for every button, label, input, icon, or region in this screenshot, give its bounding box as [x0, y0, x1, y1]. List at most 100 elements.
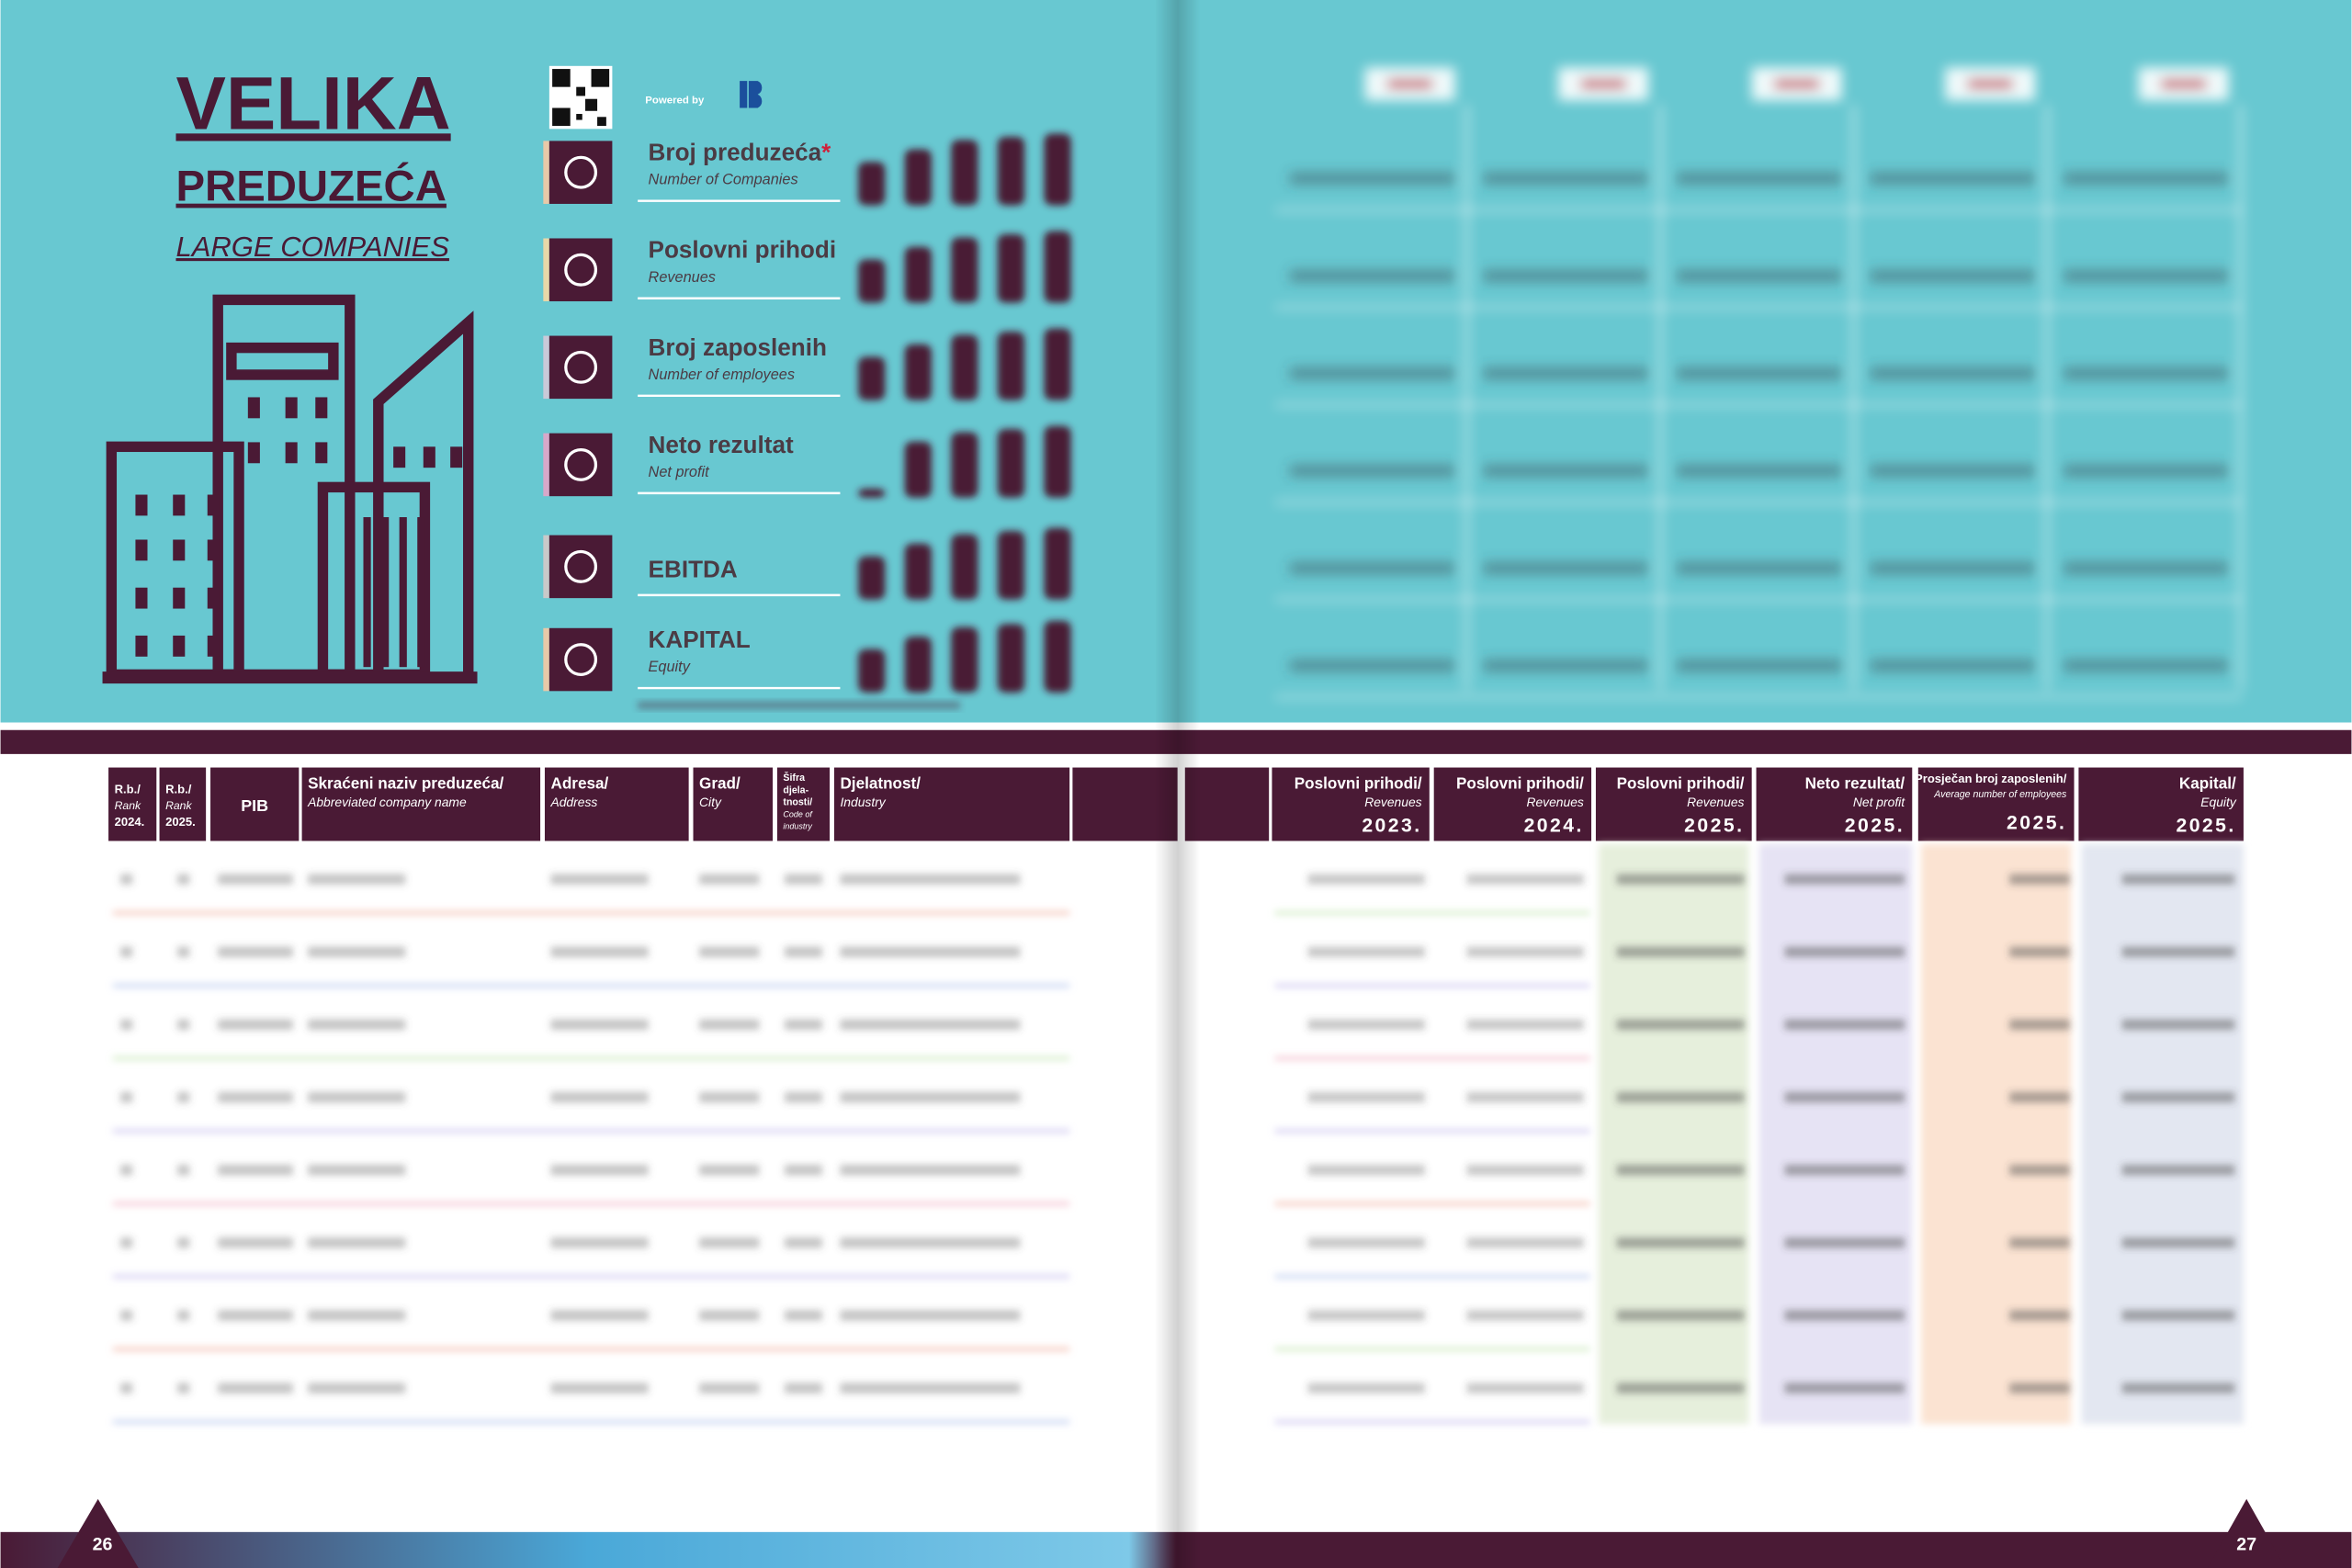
blurred-bar — [1044, 133, 1071, 206]
header-cell — [159, 767, 207, 841]
powered-by: Powered by — [645, 96, 705, 107]
blurred-year-text — [1967, 79, 2013, 89]
window — [135, 539, 148, 561]
window — [207, 539, 220, 561]
window — [393, 446, 406, 468]
indicator-label-text: EBITDA — [649, 555, 738, 582]
indicator-label-text: KAPITAL — [649, 626, 751, 653]
blurred-year-text — [1580, 79, 1626, 89]
blurred-cell — [1616, 1019, 1745, 1031]
header-text: Neto rezultat/ — [1805, 773, 1905, 792]
building — [373, 310, 474, 675]
blurred-value — [2064, 269, 2229, 282]
blurred-value — [1870, 172, 2036, 185]
column — [345, 517, 354, 668]
blurred-cell — [120, 1091, 133, 1103]
header-text: Grad/ — [699, 773, 741, 792]
blurred-bar — [858, 356, 886, 400]
blurred-value — [2064, 172, 2229, 185]
blurred-cell — [550, 1019, 649, 1031]
blurred-cell — [2121, 1091, 2235, 1103]
blurred-cell — [2121, 1310, 2235, 1321]
blurred-cell — [2009, 1165, 2070, 1176]
icon-stripe — [543, 141, 549, 204]
header-text: Industry — [840, 795, 886, 809]
icon-stripe — [543, 335, 549, 400]
blurred-bar — [904, 246, 932, 303]
icon-box — [548, 433, 613, 497]
indicator-label: Broj preduzeća* — [649, 139, 832, 166]
header-text: Prosječan broj zaposlenih/ — [1915, 772, 2067, 785]
blurred-bar — [951, 140, 978, 206]
blurred-cell — [1784, 1237, 1905, 1248]
blurred-bar — [997, 233, 1025, 303]
header-cell — [833, 767, 1070, 841]
blurred-bars — [858, 620, 1071, 693]
header-cell — [693, 767, 774, 841]
blurred-cell — [177, 1165, 190, 1176]
header-text: Average number of employees — [1933, 789, 2067, 800]
blurred-cell — [308, 1382, 406, 1393]
blurred-cell — [1784, 946, 1905, 957]
column — [399, 517, 407, 668]
blurred-cell — [177, 1237, 190, 1248]
blurred-bars — [858, 133, 1071, 206]
blurred-cell — [785, 874, 822, 885]
qr-module — [552, 69, 571, 87]
blurred-bar — [858, 649, 886, 693]
column-shade — [1921, 843, 2072, 1425]
blurred-cell — [1307, 946, 1425, 957]
blurred-cell — [550, 1237, 649, 1248]
spine-shadow — [1155, 0, 1201, 1568]
blurred-cell — [1784, 1165, 1905, 1176]
blurred-cell — [1307, 1091, 1425, 1103]
blurred-year-text — [1387, 79, 1433, 89]
blurred-cell — [840, 1091, 1021, 1103]
blurred-cell — [1307, 1019, 1425, 1031]
header-text: tnosti/ — [783, 796, 812, 807]
blurred-cell — [550, 874, 649, 885]
icon-glyph — [564, 350, 598, 384]
blurred-bar — [1044, 231, 1071, 303]
blurred-cell — [2121, 1165, 2235, 1176]
blurred-cell — [1466, 1091, 1584, 1103]
blurred-cell — [785, 1165, 822, 1176]
blurred-cell — [218, 1237, 293, 1248]
header-text: 2025. — [2007, 812, 2066, 833]
blurred-cell — [1784, 874, 1905, 885]
qr-module — [597, 117, 606, 127]
header-text: 2025. — [1845, 816, 1905, 837]
blurred-value — [1870, 367, 2036, 379]
header-text: Revenues — [1687, 795, 1744, 809]
title: VELIKA — [176, 62, 451, 145]
window — [247, 442, 260, 464]
blurred-cell — [1466, 1382, 1584, 1393]
blurred-value — [1290, 367, 1455, 379]
blurred-value — [1677, 561, 1842, 575]
blurred-bar — [858, 556, 886, 600]
blurred-cell — [1616, 1382, 1745, 1393]
blurred-cell — [308, 946, 406, 957]
header-text: Šifra — [783, 772, 805, 784]
blurred-cell — [1784, 1091, 1905, 1103]
header-text: Net profit — [1853, 795, 1905, 809]
column-shade — [1758, 843, 1913, 1425]
header-text: Poslovni prihodi/ — [1456, 773, 1584, 792]
header-text: Skraćeni naziv preduzeća/ — [308, 773, 503, 792]
window — [173, 539, 186, 561]
icon-box — [548, 627, 613, 692]
blurred-value — [1677, 367, 1842, 379]
blurred-cell — [2121, 874, 2235, 885]
header-text: PIB — [241, 796, 268, 815]
blurred-cell — [2009, 1019, 2070, 1031]
column-shade — [1599, 843, 1749, 1425]
blurred-value — [2064, 464, 2229, 477]
blurred-cell — [218, 1382, 293, 1393]
blurred-value — [1483, 367, 1649, 379]
indicator-sublabel: Equity — [649, 659, 691, 675]
blurred-cell — [840, 1019, 1021, 1031]
page-tab — [57, 1498, 139, 1568]
icon-box — [548, 335, 613, 400]
header-text: R.b./ — [115, 782, 141, 795]
